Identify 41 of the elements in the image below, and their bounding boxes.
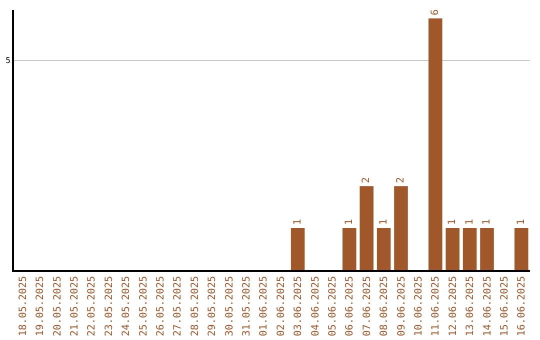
x-tick-label: 09.06.2025 xyxy=(396,276,408,336)
x-tick-label: 27.05.2025 xyxy=(172,276,184,336)
x-tick-label: 28.05.2025 xyxy=(190,276,201,336)
data-label: 2 xyxy=(396,177,406,184)
data-label: 6 xyxy=(430,9,441,16)
x-tick-label: 12.06.2025 xyxy=(448,276,459,336)
data-label: 1 xyxy=(464,219,476,226)
x-tick-label: 11.06.2025 xyxy=(430,276,442,336)
x-tick-label: 10.06.2025 xyxy=(413,276,424,336)
data-label: 1 xyxy=(344,219,355,226)
x-tick-label: 26.05.2025 xyxy=(155,276,166,336)
data-label: 1 xyxy=(482,219,492,226)
data-label: 1 xyxy=(378,219,390,226)
x-tick-label: 21.05.2025 xyxy=(69,276,80,336)
y-tick-label: 5 xyxy=(6,56,11,66)
x-tick-label: 30.05.2025 xyxy=(224,276,236,336)
x-tick-label: 05.06.2025 xyxy=(327,276,338,336)
x-tick-label: 14.06.2025 xyxy=(482,276,494,336)
x-tick-label: 03.06.2025 xyxy=(293,276,304,336)
x-tick-label: 20.05.2025 xyxy=(52,276,64,336)
x-tick-label: 13.06.2025 xyxy=(465,276,476,336)
x-tick-label: 18.05.2025 xyxy=(18,276,29,336)
x-tick-label: 23.05.2025 xyxy=(104,276,115,336)
x-tick-label: 19.05.2025 xyxy=(35,276,46,336)
x-tick-label: 25.05.2025 xyxy=(138,276,150,336)
x-tick-label: 07.06.2025 xyxy=(362,276,373,336)
data-label: 1 xyxy=(447,219,458,226)
x-tick-label: 08.06.2025 xyxy=(379,276,390,336)
x-tick-label: 15.06.2025 xyxy=(499,276,510,336)
data-label: 1 xyxy=(516,219,527,226)
data-label: 2 xyxy=(361,177,372,184)
x-tick-label: 29.05.2025 xyxy=(207,276,218,336)
x-tick-label: 31.05.2025 xyxy=(241,276,252,336)
data-label: 1 xyxy=(292,219,304,226)
x-tick-label: 04.06.2025 xyxy=(310,276,322,336)
x-tick-label: 22.05.2025 xyxy=(86,276,98,336)
x-tick-label: 06.06.2025 xyxy=(344,276,356,336)
x-tick-label: 16.06.2025 xyxy=(516,276,528,336)
x-tick-label: 24.05.2025 xyxy=(121,276,132,336)
x-tick-label: 02.06.2025 xyxy=(276,276,287,336)
x-tick-label: 01.06.2025 xyxy=(258,276,270,336)
